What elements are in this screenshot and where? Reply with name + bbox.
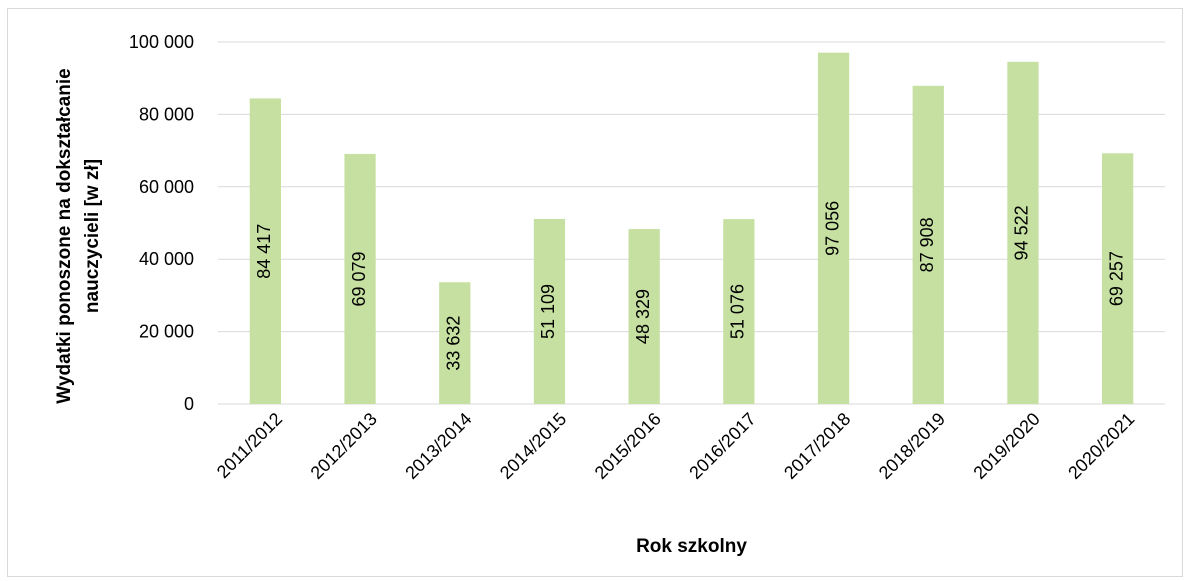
bars (249, 52, 1134, 405)
data-labels: 84 417 69 079 33 632 51 109 48 329 51 076 97 0… (254, 201, 1126, 371)
bar (628, 229, 660, 404)
chart-frame (7, 8, 1183, 577)
data-label: 33 632 (444, 316, 464, 371)
x-tick-label: 2011/2012 (213, 409, 286, 482)
y-axis-title-line: Wydatki ponoszone na dokształcanie (54, 68, 75, 403)
bar (344, 153, 376, 404)
data-label: 69 257 (1106, 251, 1126, 306)
data-label: 48 329 (633, 289, 653, 344)
data-label: 87 908 (917, 217, 937, 272)
y-axis-title-line: nauczycieli [w zł] (82, 159, 103, 313)
x-tick-label: 2016/2017 (685, 409, 759, 483)
x-tick-label: 2013/2014 (401, 409, 475, 483)
bar (817, 52, 850, 404)
x-tick-label: 2014/2015 (496, 409, 570, 483)
y-tick-label: 20 000 (139, 322, 194, 342)
bar (1102, 153, 1134, 404)
gridlines (218, 41, 1165, 405)
y-tick-label: 60 000 (139, 177, 194, 197)
x-axis-tick-labels: 2011/2012 2012/2013 2013/2014 2014/2015 2015… (213, 409, 1139, 483)
x-tick-label: 2015/2016 (591, 409, 665, 483)
bar (533, 218, 566, 404)
data-label: 51 076 (728, 284, 748, 339)
bar (723, 219, 755, 404)
y-tick-label: 80 000 (139, 104, 194, 124)
bar (249, 98, 281, 404)
x-axis-title: Rok szkolny (636, 536, 747, 557)
x-tick-label: 2017/2018 (780, 409, 854, 483)
data-label: 97 056 (822, 201, 842, 256)
x-tick-label: 2018/2019 (875, 409, 949, 483)
y-tick-label: 40 000 (139, 249, 194, 269)
data-label: 84 417 (254, 224, 274, 279)
x-tick-label: 2012/2013 (307, 409, 381, 483)
bar (912, 85, 944, 404)
x-tick-label: 2020/2021 (1064, 409, 1138, 483)
data-label: 51 109 (538, 284, 558, 339)
bar (1007, 61, 1039, 405)
y-axis-title: Wydatki ponoszone na dokształcanie nauczy… (54, 68, 103, 403)
y-tick-label: 100 000 (129, 32, 194, 52)
x-tick-label: 2019/2020 (969, 409, 1043, 483)
y-axis-tick-labels: 0 20 000 40 000 60 000 80 000 100 000 (129, 32, 194, 414)
bar (439, 282, 471, 404)
y-tick-label: 0 (184, 394, 194, 414)
data-label: 69 079 (349, 251, 369, 306)
data-label: 94 522 (1012, 205, 1032, 260)
